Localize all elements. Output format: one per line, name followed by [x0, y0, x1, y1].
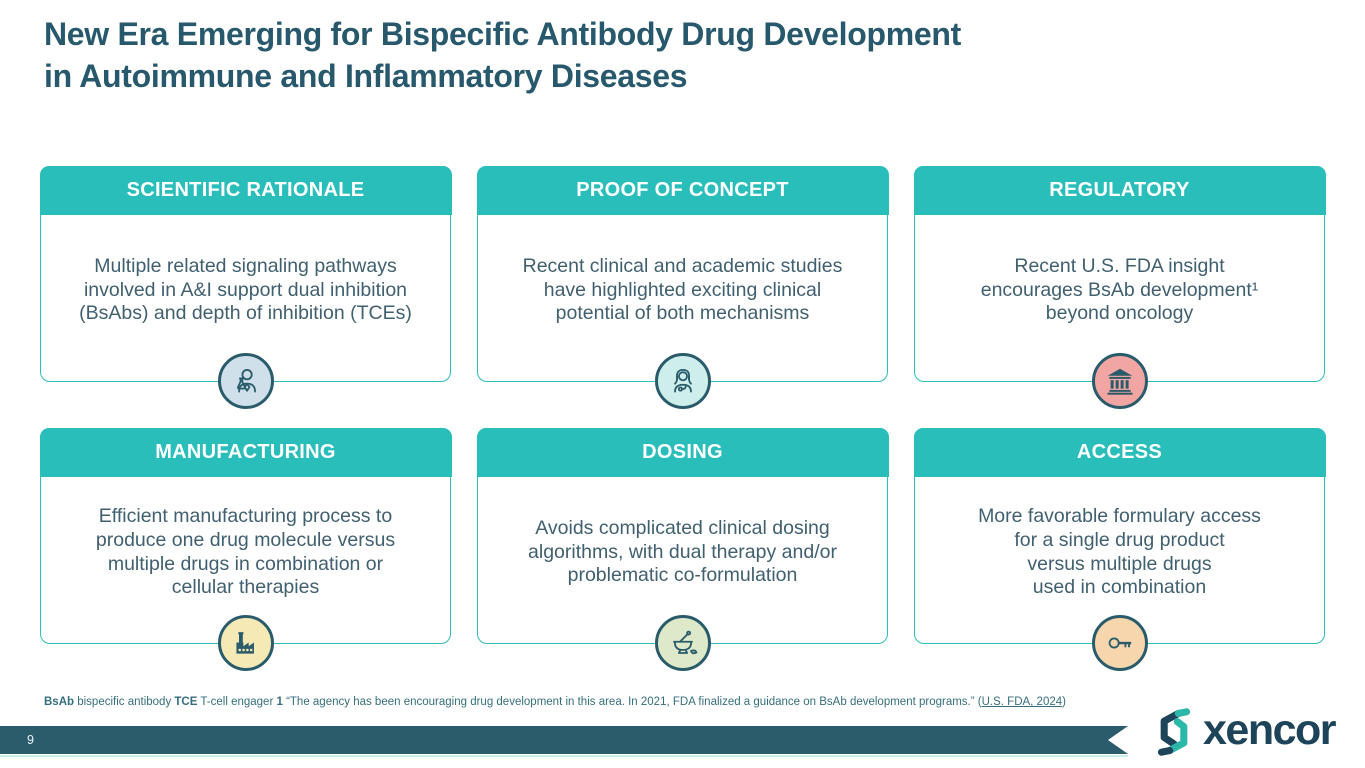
card-body-text: Recent clinical and academic studies hav… — [522, 254, 843, 325]
footnote-term-tce: TCE — [174, 696, 198, 708]
card-header: REGULATORY — [913, 165, 1326, 215]
footnote-ref-number: 1 — [276, 696, 283, 708]
card-proof-of-concept: PROOF OF CONCEPT Recent clinical and aca… — [476, 165, 889, 409]
card-scientific-rationale: SCIENTIFIC RATIONALE Multiple related si… — [39, 165, 452, 409]
card-header: MANUFACTURING — [39, 427, 452, 477]
factory-icon — [217, 615, 274, 671]
card-header: PROOF OF CONCEPT — [476, 165, 889, 215]
card-body-text: Recent U.S. FDA insight encourages BsAb … — [980, 254, 1259, 325]
card-access: ACCESS More favorable formulary access f… — [913, 427, 1326, 671]
card-body-text: Efficient manufacturing process to produ… — [95, 504, 396, 599]
footnote: BsAb bispecific antibody TCE T-cell enga… — [44, 696, 1066, 708]
bottom-ribbon: 9 — [0, 726, 1128, 754]
scientist-icon — [217, 353, 274, 409]
page-number: 9 — [27, 733, 34, 747]
footnote-term-bsab: BsAb — [44, 696, 75, 708]
xencor-logo: xencor — [1150, 705, 1337, 756]
footnote-quote: “The agency has been encouraging drug de… — [282, 696, 982, 708]
xencor-logo-icon — [1157, 708, 1191, 756]
card-regulatory: REGULATORY Recent U.S. FDA insight encou… — [913, 165, 1326, 409]
key-icon — [1091, 615, 1148, 671]
card-manufacturing: MANUFACTURING Efficient manufacturing pr… — [39, 427, 452, 671]
cards-grid: SCIENTIFIC RATIONALE Multiple related si… — [39, 165, 1326, 671]
card-dosing: DOSING Avoids complicated clinical dosin… — [476, 427, 889, 671]
fda-source-link[interactable]: U.S. FDA, 2024 — [981, 696, 1063, 708]
card-header: ACCESS — [913, 427, 1326, 477]
slide-title: New Era Emerging for Bispecific Antibody… — [44, 16, 961, 94]
doctor-icon — [654, 353, 711, 409]
xencor-logo-text: xencor — [1202, 705, 1337, 754]
card-body-text: Avoids complicated clinical dosing algor… — [528, 516, 837, 587]
card-header: DOSING — [476, 427, 889, 477]
card-header: SCIENTIFIC RATIONALE — [39, 165, 452, 215]
bank-icon — [1091, 353, 1148, 409]
ribbon-underline — [0, 755, 1128, 757]
card-body-text: More favorable formulary access for a si… — [978, 504, 1261, 599]
mortar-pestle-icon — [654, 615, 711, 671]
card-body-text: Multiple related signaling pathways invo… — [79, 254, 412, 325]
